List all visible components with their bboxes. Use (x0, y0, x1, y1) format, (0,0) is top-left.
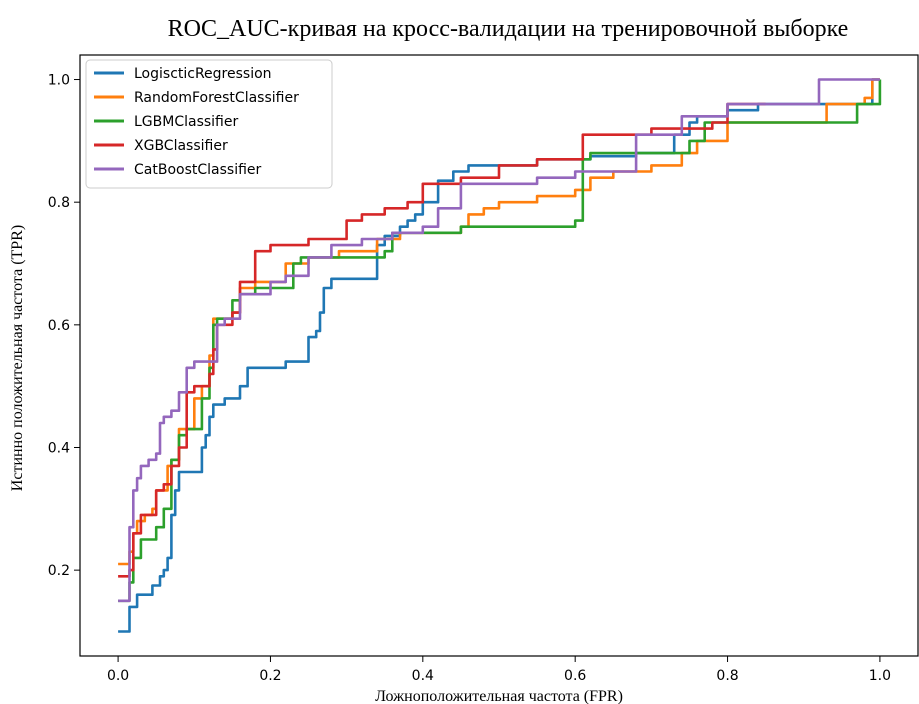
y-axis: 0.2 0.4 0.6 0.8 1.0 (48, 73, 80, 579)
y-tick-label: 0.6 (48, 318, 70, 334)
legend-label-0: LogiscticRegression (134, 66, 272, 82)
y-axis-label: Истинно положительная частота (TPR) (9, 225, 26, 491)
x-tick-label: 1.0 (869, 668, 891, 684)
x-tick-label: 0.2 (259, 668, 281, 684)
legend-box (85, 59, 333, 189)
y-tick-label: 0.8 (48, 195, 70, 211)
chart-title: ROC_AUC-кривая на кросс-валидации на тре… (168, 16, 849, 42)
x-tick-label: 0.4 (412, 668, 434, 684)
x-axis-label: Ложноположительная частота (FPR) (375, 688, 623, 704)
x-axis: 0.0 0.2 0.4 0.6 0.8 1.0 (107, 656, 891, 684)
x-tick-label: 0.0 (107, 668, 129, 684)
legend-items: LogiscticRegression RandomForestClassifie… (94, 66, 299, 178)
series-line-0 (118, 78, 880, 633)
series-line-4 (118, 78, 880, 603)
legend-label-2: LGBMClassifier (134, 114, 238, 130)
series-layer (118, 78, 882, 633)
x-tick-label: 0.8 (716, 668, 738, 684)
y-tick-label: 0.4 (48, 440, 70, 456)
legend-label-1: RandomForestClassifier (134, 90, 299, 106)
legend: LogiscticRegression RandomForestClassifie… (85, 59, 333, 189)
series-line-3 (118, 102, 766, 578)
x-tick-label: 0.6 (564, 668, 586, 684)
legend-label-3: XGBClassifier (134, 138, 228, 154)
legend-label-4: CatBoostClassifier (134, 162, 262, 178)
y-tick-label: 1.0 (48, 73, 70, 89)
y-tick-label: 0.2 (48, 563, 70, 579)
